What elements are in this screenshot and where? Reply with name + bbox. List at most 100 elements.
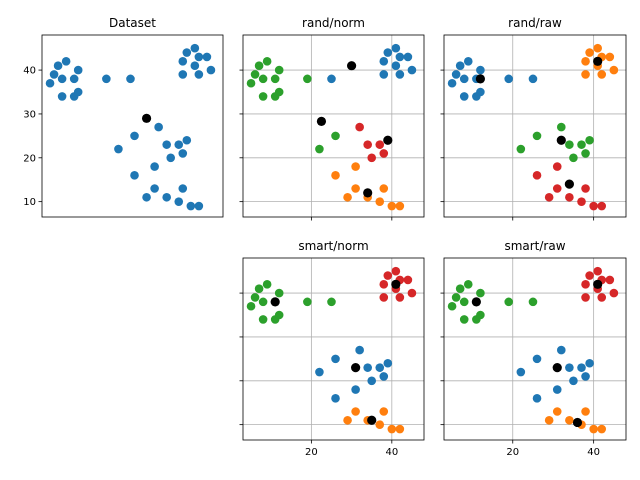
data-point — [57, 92, 67, 101]
data-point — [528, 297, 538, 307]
data-point — [274, 65, 284, 75]
centroid-point — [556, 135, 566, 145]
data-point — [476, 310, 485, 320]
centroid-point — [593, 279, 603, 289]
centroid-point — [475, 74, 485, 84]
data-point — [315, 367, 324, 377]
data-point — [73, 87, 83, 97]
data-point — [49, 70, 59, 79]
x-tick-label: 40 — [385, 447, 398, 458]
data-point — [379, 280, 389, 289]
data-point — [379, 149, 389, 158]
data-point — [609, 65, 619, 75]
data-point — [585, 48, 594, 57]
data-point — [254, 284, 264, 293]
data-point — [206, 65, 216, 75]
data-point — [178, 149, 188, 158]
data-point — [609, 288, 619, 298]
centroid-point — [383, 135, 393, 145]
data-point — [246, 78, 256, 88]
centroid-point — [367, 415, 377, 425]
data-point — [447, 78, 457, 88]
data-point — [407, 288, 417, 298]
data-point — [532, 171, 542, 180]
data-point — [459, 297, 469, 307]
data-point — [532, 394, 542, 403]
data-point — [69, 74, 79, 84]
panel-4: smart/norm 20 40 — [239, 239, 425, 458]
data-point — [395, 293, 405, 302]
data-point — [447, 301, 457, 311]
data-point — [375, 140, 385, 149]
data-point — [387, 201, 397, 211]
data-point — [331, 394, 340, 403]
data-point — [585, 358, 594, 368]
data-point — [102, 74, 111, 84]
data-point — [565, 415, 574, 425]
data-point — [581, 184, 590, 193]
data-point — [581, 280, 590, 289]
data-point — [202, 52, 212, 62]
data-point — [327, 74, 336, 84]
data-point — [355, 345, 364, 355]
data-point — [544, 192, 554, 202]
y-tick-label: 20 — [23, 153, 36, 164]
data-point — [190, 43, 200, 53]
data-point — [142, 192, 151, 202]
axes-frame — [242, 34, 425, 218]
data-point — [114, 144, 123, 154]
x-tick-label: 20 — [305, 447, 318, 458]
centroid-point — [391, 279, 401, 289]
data-point — [174, 197, 184, 206]
data-point — [130, 171, 139, 180]
data-point — [597, 70, 607, 79]
panel-title: smart/norm — [298, 239, 368, 253]
data-point — [250, 70, 260, 79]
data-point — [383, 358, 393, 368]
data-point — [552, 162, 562, 171]
data-point — [178, 70, 188, 79]
data-point — [476, 288, 485, 298]
data-point — [565, 192, 574, 202]
data-point — [395, 424, 405, 434]
data-point — [532, 354, 542, 364]
data-point — [597, 201, 607, 211]
data-point — [351, 407, 360, 416]
data-point — [395, 201, 405, 211]
data-point — [355, 122, 364, 132]
centroid-point — [363, 188, 373, 198]
data-point — [459, 92, 469, 101]
data-point — [552, 184, 562, 193]
axes-frame — [443, 34, 627, 218]
data-point — [154, 122, 163, 132]
centroid-point — [270, 297, 280, 307]
data-point — [476, 65, 485, 75]
data-point — [455, 61, 465, 70]
data-point — [585, 271, 594, 280]
data-point — [274, 87, 284, 97]
x-tick-label: 40 — [587, 447, 600, 458]
panel-2: rand/norm — [239, 16, 425, 221]
data-point — [577, 197, 586, 206]
centroid-point — [564, 179, 574, 189]
data-point — [162, 140, 171, 149]
data-point — [605, 52, 615, 62]
data-point — [315, 144, 324, 154]
centroid-point — [141, 113, 152, 123]
centroid-point — [351, 363, 361, 373]
data-point — [126, 74, 135, 84]
data-point — [194, 70, 204, 79]
data-point — [459, 74, 469, 84]
data-point — [387, 424, 397, 434]
data-point — [379, 70, 389, 79]
data-point — [250, 293, 260, 302]
data-point — [182, 135, 192, 145]
data-point — [516, 367, 526, 377]
data-point — [379, 293, 389, 302]
data-point — [174, 140, 184, 149]
data-point — [565, 140, 574, 149]
data-point — [379, 57, 389, 66]
data-point — [375, 363, 385, 372]
data-point — [581, 372, 590, 381]
data-point — [556, 345, 566, 355]
